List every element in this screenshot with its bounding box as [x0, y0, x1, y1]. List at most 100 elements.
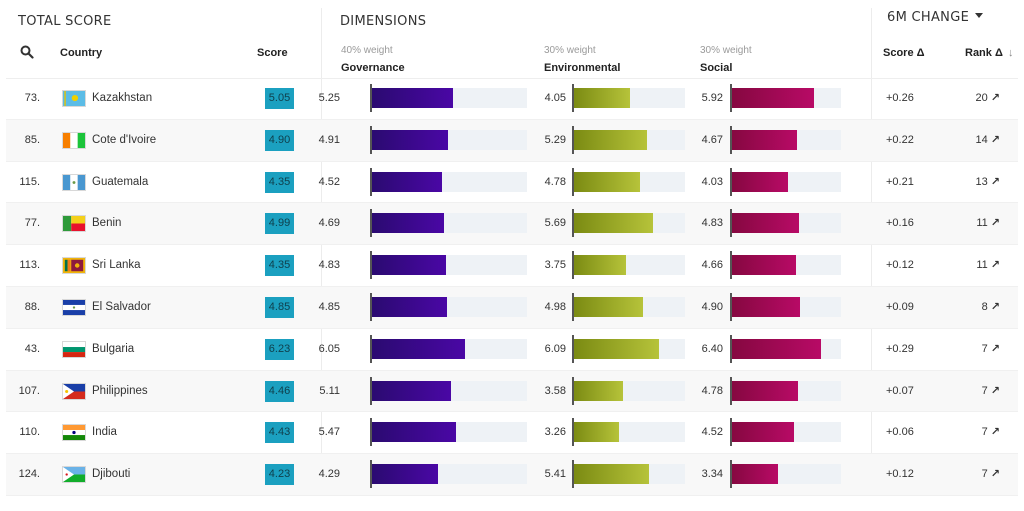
- country-name[interactable]: Sri Lanka: [92, 259, 141, 272]
- table-row[interactable]: 115. Guatemala 4.35 4.52 4.78 4.03 +0.21…: [6, 162, 1018, 204]
- social-bar-track: [731, 255, 841, 276]
- arrow-up-right-icon: ↗: [990, 342, 1000, 355]
- environmental-axis: [572, 125, 574, 154]
- governance-bar: [371, 255, 447, 276]
- environmental-weight: 30% weight: [544, 45, 596, 56]
- social-bar: [731, 129, 797, 150]
- social-bar: [731, 464, 778, 485]
- guatemala-flag-icon: [62, 173, 86, 191]
- country-name[interactable]: Cote d'Ivoire: [92, 133, 157, 146]
- table-row[interactable]: 113. Sri Lanka 4.35 4.83 3.75 4.66 +0.12…: [6, 245, 1018, 287]
- social-value: 6.40: [701, 342, 723, 355]
- country-name[interactable]: India: [92, 426, 117, 439]
- rank-delta-value: 14: [975, 133, 988, 146]
- country-name[interactable]: Guatemala: [92, 175, 149, 188]
- environmental-value: 3.58: [544, 384, 566, 397]
- social-axis: [730, 334, 732, 363]
- governance-bar-track: [371, 296, 527, 317]
- rank-delta: 13 ↗: [976, 162, 1000, 203]
- social-value: 4.78: [701, 384, 723, 397]
- governance-bar: [371, 129, 448, 150]
- social-axis: [730, 167, 732, 196]
- benin-flag-icon: [62, 215, 86, 233]
- environmental-bar: [573, 338, 659, 359]
- social-value: 4.66: [701, 259, 723, 272]
- score-delta: +0.07: [886, 384, 914, 397]
- social-bar: [731, 213, 799, 234]
- table-row[interactable]: 107. Philippines 4.46 5.11 3.58 4.78 +0.…: [6, 370, 1018, 413]
- rank: 124.: [18, 468, 40, 481]
- rank-delta-column-header[interactable]: Rank Δ ↓: [965, 47, 1013, 59]
- social-bar-track: [731, 338, 841, 359]
- governance-bar: [371, 464, 438, 485]
- score-column-header[interactable]: Score: [257, 47, 288, 59]
- kazakhstan-flag-icon: [62, 90, 86, 107]
- social-column-header[interactable]: Social: [700, 62, 733, 74]
- rank-delta: 7 ↗: [982, 454, 1000, 495]
- sort-arrow-down-icon[interactable]: ↓: [1007, 47, 1014, 59]
- environmental-bar-track: [573, 296, 685, 317]
- rank: 110.: [19, 426, 40, 439]
- table-row[interactable]: 77. Benin 4.99 4.69 5.69 4.83 +0.16 11 ↗: [6, 203, 1018, 246]
- rank: 115.: [19, 175, 40, 188]
- environmental-value: 5.69: [544, 217, 566, 230]
- score-delta: +0.16: [886, 217, 914, 230]
- arrow-up-right-icon: ↗: [990, 468, 1000, 481]
- governance-axis: [370, 334, 372, 363]
- social-axis: [730, 125, 732, 154]
- governance-value: 5.11: [319, 384, 340, 397]
- table-row[interactable]: 43. Bulgaria 6.23 6.05 6.09 6.40 +0.29 7…: [6, 329, 1018, 371]
- change-period-dropdown[interactable]: 6M CHANGE: [887, 10, 984, 25]
- social-axis: [730, 209, 732, 238]
- country-name[interactable]: El Salvador: [92, 300, 151, 313]
- rank-delta-value: 7: [981, 426, 988, 439]
- governance-value: 4.52: [318, 175, 340, 188]
- score-delta: +0.09: [886, 300, 914, 313]
- country-name[interactable]: Philippines: [92, 384, 148, 397]
- environmental-value: 5.29: [544, 133, 566, 146]
- rank: 85.: [24, 133, 40, 146]
- arrow-up-right-icon: ↗: [990, 259, 1000, 272]
- environmental-bar: [573, 213, 653, 234]
- change-period-label: 6M CHANGE: [887, 10, 970, 25]
- rank-delta-value: 7: [981, 468, 988, 481]
- table-row[interactable]: 73. Kazakhstan 5.05 5.25 4.05 5.92 +0.26…: [6, 78, 1018, 120]
- environmental-bar: [573, 380, 624, 401]
- governance-axis: [370, 292, 372, 321]
- country-name[interactable]: Bulgaria: [92, 342, 135, 355]
- environmental-value: 4.98: [544, 300, 566, 313]
- table-row[interactable]: 110. India 4.43 5.47 3.26 4.52 +0.06 7 ↗: [6, 412, 1018, 455]
- bulgaria-flag-icon: [62, 340, 86, 358]
- social-bar-track: [731, 380, 841, 401]
- country-name[interactable]: Djibouti: [92, 468, 131, 481]
- environmental-value: 4.78: [544, 175, 566, 188]
- governance-column-header[interactable]: Governance: [341, 62, 405, 74]
- environmental-value: 5.41: [544, 468, 566, 481]
- country-column-header[interactable]: Country: [60, 47, 103, 59]
- environmental-axis: [572, 209, 574, 238]
- environmental-axis: [572, 460, 574, 489]
- rank-delta: 20 ↗: [976, 78, 1000, 119]
- governance-bar-track: [371, 464, 527, 485]
- table-row[interactable]: 88. El Salvador 4.85 4.85 4.98 4.90 +0.0…: [6, 286, 1018, 329]
- table-row[interactable]: 85. Cote d'Ivoire 4.90 4.91 5.29 4.67 +0…: [6, 119, 1018, 162]
- social-axis: [730, 376, 732, 405]
- search-icon[interactable]: [20, 45, 34, 59]
- score-delta: +0.26: [886, 92, 914, 104]
- governance-value: 5.47: [318, 426, 340, 439]
- social-bar-track: [731, 88, 841, 108]
- rank-delta: 7 ↗: [982, 412, 1000, 453]
- environmental-bar-track: [573, 213, 685, 234]
- social-axis: [730, 251, 732, 280]
- score-delta-column-header[interactable]: Score Δ: [883, 47, 925, 59]
- country-name[interactable]: Kazakhstan: [92, 92, 153, 104]
- table-row[interactable]: 124. Djibouti 4.23 4.29 5.41 3.34 +0.12 …: [6, 454, 1018, 496]
- governance-bar-track: [371, 255, 527, 276]
- environmental-column-header[interactable]: Environmental: [544, 62, 621, 74]
- rank-delta-value: 7: [981, 384, 988, 397]
- social-bar-track: [731, 422, 841, 443]
- rank-delta: 11 ↗: [976, 245, 1000, 286]
- social-bar-track: [731, 129, 841, 150]
- country-name[interactable]: Benin: [92, 217, 122, 230]
- score-delta: +0.12: [886, 468, 914, 481]
